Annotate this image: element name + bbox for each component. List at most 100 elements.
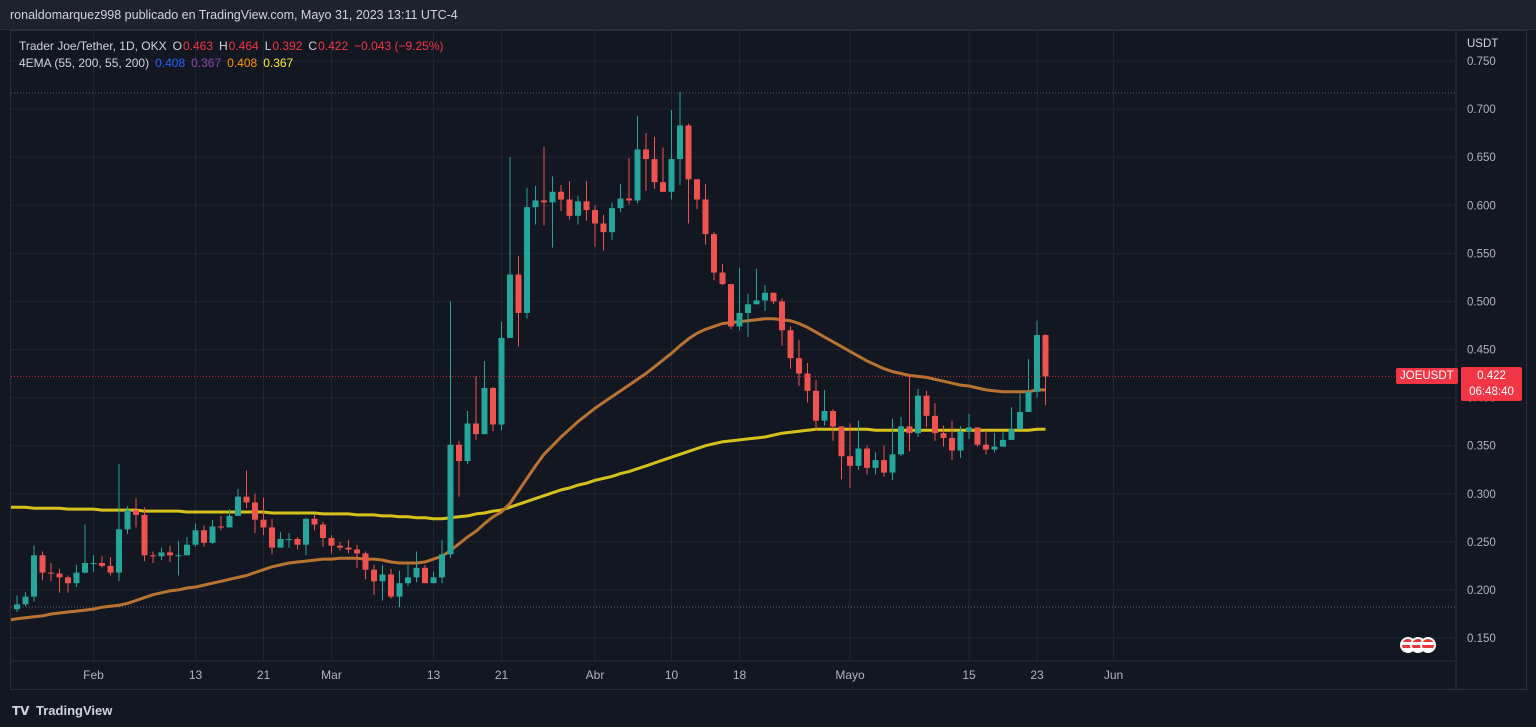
candle-body (923, 395, 930, 416)
candle-body (116, 529, 122, 573)
candle-body (983, 444, 989, 450)
candle-body (770, 292, 777, 302)
candle-body (677, 125, 683, 160)
candle-body (1034, 335, 1040, 392)
candle-body (82, 562, 88, 573)
candle-body (39, 555, 46, 573)
time-tick-label: 15 (962, 668, 976, 682)
open-value: 0.463 (182, 39, 213, 53)
candle-body (141, 514, 148, 556)
candle-body (949, 437, 955, 451)
high-label: H (219, 39, 228, 53)
ema55-line (16, 317, 1046, 621)
candle-body (779, 301, 785, 331)
candle-body (447, 444, 454, 555)
candle-body (966, 427, 972, 432)
candle-body (175, 555, 182, 557)
candle-body (974, 427, 981, 445)
time-tick-label: Jun (1104, 668, 1123, 682)
candle-body (719, 272, 726, 285)
candle-body (201, 530, 207, 543)
candle-body (362, 553, 369, 570)
candle-body (396, 583, 403, 597)
candle-body (634, 149, 641, 201)
ema200-line (17, 427, 1046, 521)
ema-value-4: 0.367 (263, 56, 294, 70)
candle-body (524, 207, 530, 313)
candle-body (413, 567, 420, 578)
candle-body (889, 454, 896, 473)
candle-body (906, 426, 913, 434)
time-tick-label: Feb (83, 668, 104, 682)
candle-body (209, 526, 216, 543)
candle-body (235, 496, 241, 516)
candle-body (626, 198, 632, 201)
candle-body (660, 182, 666, 192)
candle-body (1042, 335, 1049, 377)
candle-body (609, 208, 615, 233)
candle-body (405, 577, 411, 584)
time-tick-label: Mayo (835, 668, 865, 682)
candle-body (56, 573, 63, 578)
candle-body (252, 502, 258, 520)
candle-body (915, 395, 921, 434)
ema55-line-start (10, 617, 18, 622)
candle-body (473, 423, 479, 435)
candle-body (694, 179, 700, 200)
candle-body (303, 518, 309, 545)
candle-body (311, 518, 318, 525)
publish-info: ronaldomarquez998 publicado en TradingVi… (10, 8, 458, 22)
ema-value-1: 0.408 (155, 56, 186, 70)
candle-body (90, 562, 97, 564)
candle-body (22, 596, 29, 605)
ema-label[interactable]: 4EMA (55, 200, 55, 200) (19, 56, 150, 70)
events-markers[interactable] (1400, 637, 1436, 653)
candle-body (422, 567, 428, 584)
candle-body (430, 577, 437, 584)
candle-body (583, 201, 590, 211)
candle-body (898, 426, 904, 455)
price-tick-label: 0.200 (1467, 585, 1496, 597)
candle-body (218, 526, 224, 528)
price-tick-label: 0.250 (1467, 537, 1496, 549)
candle-body (379, 574, 386, 582)
time-tick-label: 23 (1030, 668, 1044, 682)
close-value: 0.422 (318, 39, 349, 53)
price-tick-label: 0.700 (1467, 104, 1496, 116)
candle-body (31, 555, 37, 597)
candle-body (753, 300, 760, 305)
tradingview-logo-icon[interactable]: 𝗧𝗩 (12, 704, 30, 718)
candle-body (354, 549, 360, 554)
ohlc-row: Trader Joe/Tether, 1D, OKX O 0.463 H 0.464… (19, 38, 444, 55)
candle-body (371, 569, 377, 582)
candle-body (464, 423, 471, 462)
candle-body (286, 538, 292, 540)
price-tick-label: 0.550 (1467, 248, 1496, 260)
time-tick-label: Mar (321, 668, 342, 682)
candle-body (736, 312, 743, 327)
candle-body (439, 554, 445, 578)
candle-body (243, 496, 250, 503)
candle-body (192, 530, 199, 545)
last-price: 0.422 (1477, 370, 1506, 382)
price-axis-unit: USDT (1467, 38, 1498, 50)
candle-body (855, 448, 862, 466)
time-tick-label: 10 (665, 668, 679, 682)
price-tick-label: 0.450 (1467, 345, 1496, 357)
candle-body (260, 519, 267, 528)
symbol-price-tag: JOEUSDT (1396, 368, 1458, 384)
low-label: L (264, 39, 272, 53)
symbol-label[interactable]: Trader Joe/Tether, 1D, OKX (19, 39, 167, 53)
candle-body (294, 538, 301, 545)
candle-body (388, 574, 394, 597)
candle-body (566, 199, 573, 216)
candle-body (14, 604, 20, 610)
candle-body (133, 510, 139, 515)
candle-body (796, 358, 802, 374)
us-flag-icon[interactable] (1420, 637, 1436, 653)
candle-body (617, 198, 624, 209)
candle-body (320, 524, 326, 538)
brand-name[interactable]: TradingView (36, 703, 113, 718)
ema-row: 4EMA (55, 200, 55, 200) 0.408 0.367 0.40… (19, 55, 444, 72)
